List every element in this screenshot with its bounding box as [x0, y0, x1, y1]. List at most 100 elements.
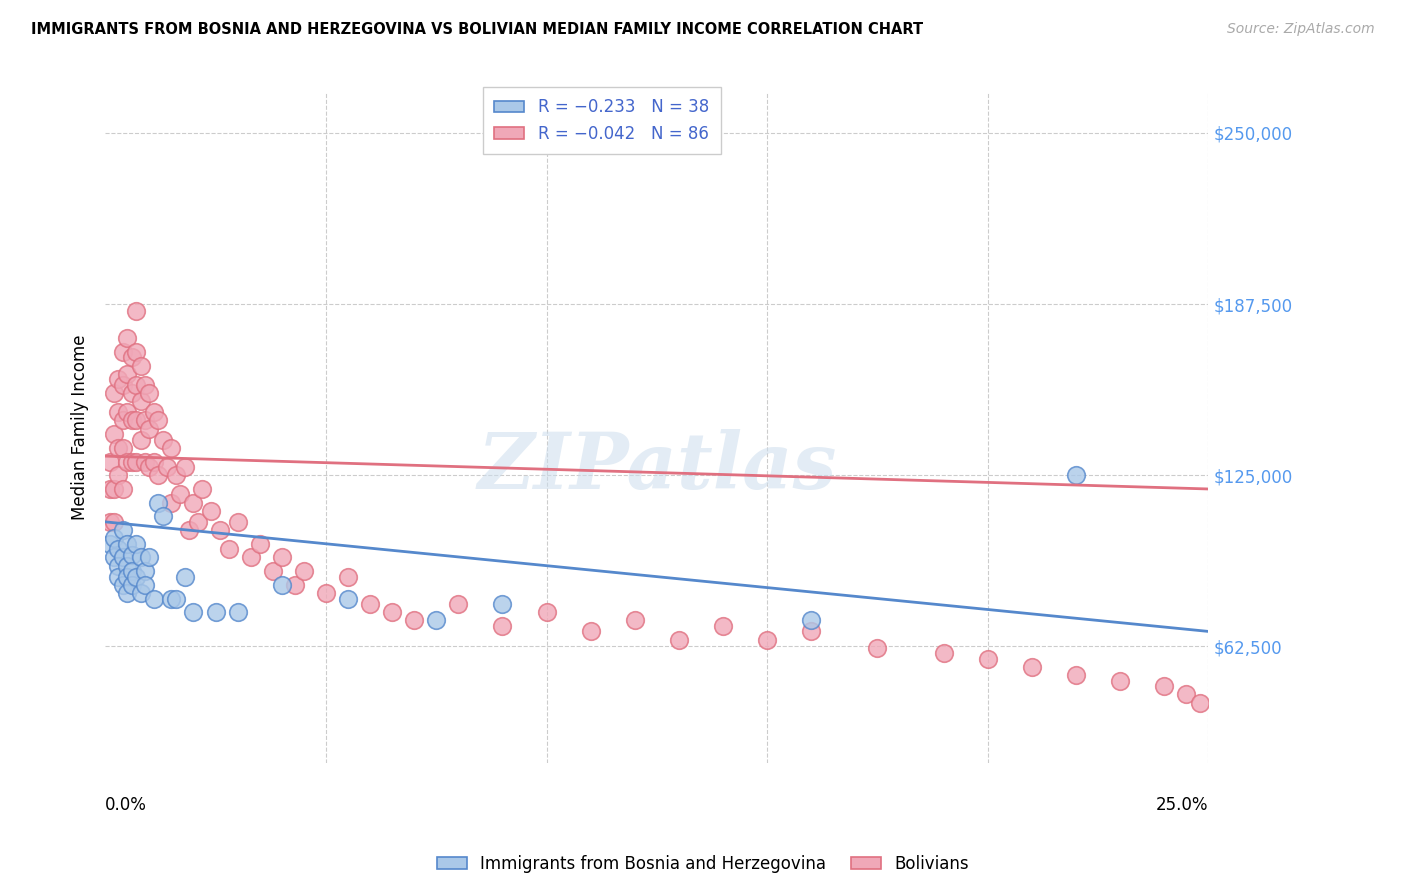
Point	[142, 454, 165, 468]
Point	[977, 652, 1000, 666]
Point	[98, 515, 121, 529]
Point	[117, 537, 139, 551]
Point	[152, 509, 174, 524]
Point	[111, 413, 134, 427]
Point	[359, 597, 381, 611]
Point	[173, 460, 195, 475]
Point	[165, 591, 187, 606]
Point	[98, 482, 121, 496]
Point	[125, 413, 148, 427]
Y-axis label: Median Family Income: Median Family Income	[72, 334, 89, 520]
Point	[169, 487, 191, 501]
Point	[218, 542, 240, 557]
Point	[146, 413, 169, 427]
Point	[121, 564, 143, 578]
Point	[111, 578, 134, 592]
Point	[117, 405, 139, 419]
Point	[138, 386, 160, 401]
Point	[117, 454, 139, 468]
Point	[107, 441, 129, 455]
Point	[103, 386, 125, 401]
Point	[226, 515, 249, 529]
Point	[125, 569, 148, 583]
Point	[1064, 668, 1087, 682]
Point	[800, 624, 823, 639]
Point	[146, 468, 169, 483]
Point	[447, 597, 470, 611]
Point	[125, 454, 148, 468]
Text: ZIPatlas: ZIPatlas	[477, 429, 837, 506]
Point	[177, 523, 200, 537]
Point	[152, 433, 174, 447]
Point	[107, 372, 129, 386]
Point	[134, 413, 156, 427]
Point	[315, 586, 337, 600]
Point	[491, 597, 513, 611]
Point	[103, 482, 125, 496]
Point	[284, 578, 307, 592]
Point	[121, 413, 143, 427]
Point	[121, 454, 143, 468]
Point	[1109, 673, 1132, 688]
Point	[125, 377, 148, 392]
Point	[200, 504, 222, 518]
Point	[381, 605, 404, 619]
Point	[138, 460, 160, 475]
Point	[756, 632, 779, 647]
Point	[187, 515, 209, 529]
Point	[270, 550, 292, 565]
Point	[623, 614, 645, 628]
Point	[1153, 679, 1175, 693]
Point	[292, 564, 315, 578]
Point	[103, 531, 125, 545]
Point	[262, 564, 284, 578]
Point	[160, 441, 183, 455]
Point	[129, 433, 152, 447]
Point	[160, 591, 183, 606]
Text: IMMIGRANTS FROM BOSNIA AND HERZEGOVINA VS BOLIVIAN MEDIAN FAMILY INCOME CORRELAT: IMMIGRANTS FROM BOSNIA AND HERZEGOVINA V…	[31, 22, 924, 37]
Point	[117, 331, 139, 345]
Point	[111, 482, 134, 496]
Point	[336, 591, 359, 606]
Point	[117, 569, 139, 583]
Point	[111, 377, 134, 392]
Point	[711, 619, 734, 633]
Point	[129, 550, 152, 565]
Point	[129, 394, 152, 409]
Point	[932, 646, 955, 660]
Text: Source: ZipAtlas.com: Source: ZipAtlas.com	[1227, 22, 1375, 37]
Point	[1188, 696, 1211, 710]
Point	[142, 591, 165, 606]
Point	[536, 605, 558, 619]
Point	[111, 345, 134, 359]
Point	[98, 454, 121, 468]
Point	[165, 468, 187, 483]
Text: 25.0%: 25.0%	[1156, 796, 1209, 814]
Point	[425, 614, 447, 628]
Point	[125, 345, 148, 359]
Point	[173, 569, 195, 583]
Point	[270, 578, 292, 592]
Point	[336, 569, 359, 583]
Point	[121, 578, 143, 592]
Point	[404, 614, 426, 628]
Point	[111, 523, 134, 537]
Point	[121, 386, 143, 401]
Point	[117, 367, 139, 381]
Point	[125, 537, 148, 551]
Point	[125, 304, 148, 318]
Point	[1064, 468, 1087, 483]
Point	[111, 550, 134, 565]
Point	[117, 558, 139, 573]
Point	[668, 632, 690, 647]
Point	[103, 550, 125, 565]
Point	[491, 619, 513, 633]
Point	[1175, 688, 1198, 702]
Point	[98, 537, 121, 551]
Point	[117, 586, 139, 600]
Point	[107, 542, 129, 557]
Point	[146, 496, 169, 510]
Point	[208, 523, 231, 537]
Point	[103, 427, 125, 442]
Point	[579, 624, 602, 639]
